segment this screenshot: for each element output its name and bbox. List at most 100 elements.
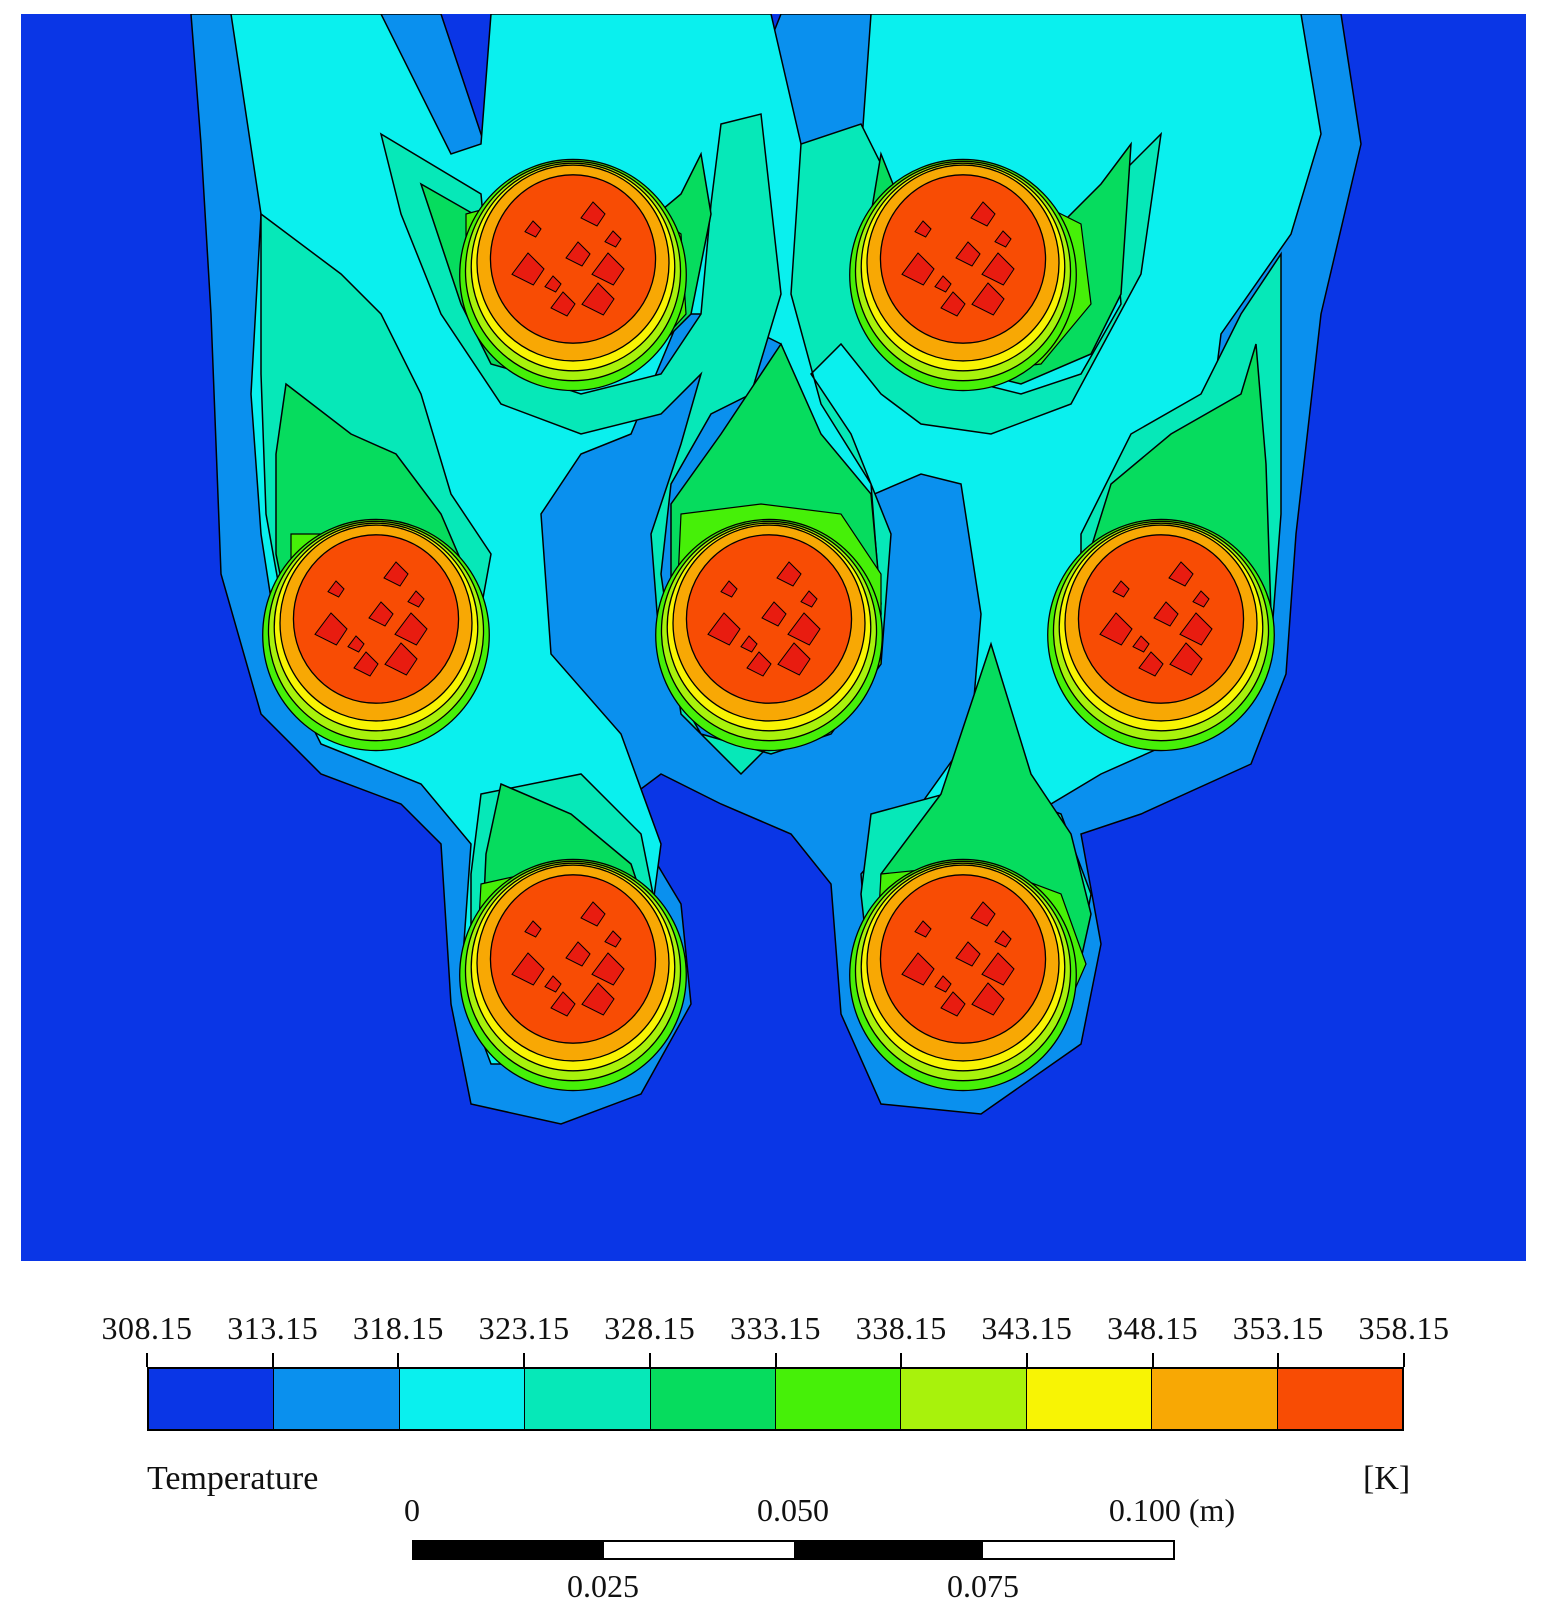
colorbar-tick-label: 338.15 — [855, 1310, 947, 1346]
colorbar-segment-9 — [1152, 1369, 1278, 1429]
hot-spot — [914, 920, 932, 938]
colorbar-tick-label: 313.15 — [227, 1310, 319, 1346]
hot-spot — [604, 230, 622, 248]
colorbar-tick-label: 328.15 — [604, 1310, 696, 1346]
hot-spot — [970, 901, 996, 927]
hot-spot — [971, 982, 1005, 1016]
hot-spot — [955, 941, 981, 967]
hot-spot — [981, 952, 1015, 986]
hot-spot — [707, 612, 741, 646]
hot-spot — [800, 590, 818, 608]
tube-top-left — [459, 158, 687, 392]
hot-spot — [740, 635, 758, 653]
colorbar-tick-mark — [1151, 1353, 1154, 1367]
hot-spot — [550, 991, 576, 1017]
colorbar-segment-3 — [399, 1369, 526, 1429]
tube-mid-center — [655, 518, 883, 752]
hot-spot — [394, 612, 428, 646]
scalebar-segment-1 — [414, 1542, 604, 1558]
colorbar-segment-10 — [1277, 1369, 1403, 1429]
colorbar-tick-mark — [146, 1353, 148, 1367]
colorbar-tick-label: 343.15 — [981, 1310, 1073, 1346]
hot-spot — [934, 975, 952, 993]
colorbar-segment-7 — [901, 1369, 1027, 1429]
hot-spot — [901, 252, 935, 286]
hot-spot — [581, 982, 615, 1016]
colorbar-segment-2 — [274, 1369, 400, 1429]
length-scale-bar — [412, 1540, 1175, 1560]
temperature-colorbar — [147, 1367, 1404, 1431]
hot-spot — [776, 561, 802, 587]
tube-mid-right — [1047, 518, 1275, 752]
hot-spot — [581, 282, 615, 316]
hot-spot — [1112, 580, 1130, 598]
scalebar-label-0-075: 0.075 — [947, 1568, 1019, 1604]
hot-spot — [550, 291, 576, 317]
colorbar-tick-mark — [900, 1353, 903, 1367]
hot-spot — [746, 651, 772, 677]
colorbar-tick-mark — [397, 1353, 400, 1367]
hot-spot — [565, 941, 591, 967]
hot-spot — [591, 252, 625, 286]
hot-spot — [787, 612, 821, 646]
hot-spot — [511, 252, 545, 286]
hot-spot — [901, 952, 935, 986]
tube-bottom-right — [849, 858, 1077, 1092]
hot-spot — [1153, 601, 1179, 627]
hot-spot — [914, 220, 932, 238]
scalebar-segment-2 — [603, 1542, 794, 1558]
hot-spot — [994, 230, 1012, 248]
hot-spot — [524, 220, 542, 238]
hot-spot — [720, 580, 738, 598]
contour-field — [21, 14, 1526, 1261]
hot-spot — [1132, 635, 1150, 653]
tube-mid-left — [262, 518, 490, 752]
tube-bottom-left — [459, 858, 687, 1092]
colorbar-segment-8 — [1026, 1369, 1153, 1429]
hot-spot — [940, 991, 966, 1017]
colorbar-tick-mark — [1403, 1353, 1405, 1367]
hot-spot — [544, 975, 562, 993]
hot-spot — [940, 291, 966, 317]
colorbar-tick-label: 358.15 — [1358, 1310, 1450, 1346]
hot-spot — [971, 282, 1005, 316]
hot-spot — [591, 952, 625, 986]
hot-spot — [970, 201, 996, 227]
hot-spot — [384, 642, 418, 676]
scalebar-label-0: 0 — [404, 1492, 420, 1528]
scalebar-segment-3 — [793, 1542, 984, 1558]
scalebar-label-0-100-m: 0.100 (m) — [1108, 1492, 1236, 1528]
hot-spot — [777, 642, 811, 676]
hot-spot — [604, 930, 622, 948]
colorbar-tick-label: 333.15 — [730, 1310, 821, 1346]
colorbar-unit-label: [K] — [1363, 1460, 1411, 1497]
scalebar-segment-4 — [983, 1542, 1173, 1558]
colorbar-tick-mark — [271, 1353, 274, 1367]
hot-spot — [1169, 642, 1203, 676]
hot-spot — [1168, 561, 1194, 587]
hot-spot — [580, 201, 606, 227]
colorbar-segment-5 — [650, 1369, 777, 1429]
colorbar-segment-1 — [149, 1369, 275, 1429]
scalebar-label-0-050: 0.050 — [757, 1492, 829, 1528]
hot-spot — [1099, 612, 1133, 646]
hot-spot — [1192, 590, 1210, 608]
hot-spot — [314, 612, 348, 646]
colorbar-tick-mark — [774, 1353, 777, 1367]
colorbar-tick-mark — [1025, 1353, 1028, 1367]
hot-spot — [353, 651, 379, 677]
hot-spot — [368, 601, 394, 627]
colorbar-tick-label: 348.15 — [1107, 1310, 1199, 1346]
colorbar-tick-mark — [523, 1353, 526, 1367]
colorbar-tick-label: 318.15 — [352, 1310, 444, 1346]
hot-spot — [327, 580, 345, 598]
hot-spot — [994, 930, 1012, 948]
hot-spot — [1179, 612, 1213, 646]
tube-top-right — [849, 158, 1077, 392]
hot-spot — [955, 241, 981, 267]
colorbar-segment-6 — [776, 1369, 902, 1429]
colorbar-tick-label: 308.15 — [101, 1310, 193, 1346]
scalebar-label-0-025: 0.025 — [567, 1568, 639, 1604]
hot-spot — [565, 241, 591, 267]
hot-spot — [407, 590, 425, 608]
